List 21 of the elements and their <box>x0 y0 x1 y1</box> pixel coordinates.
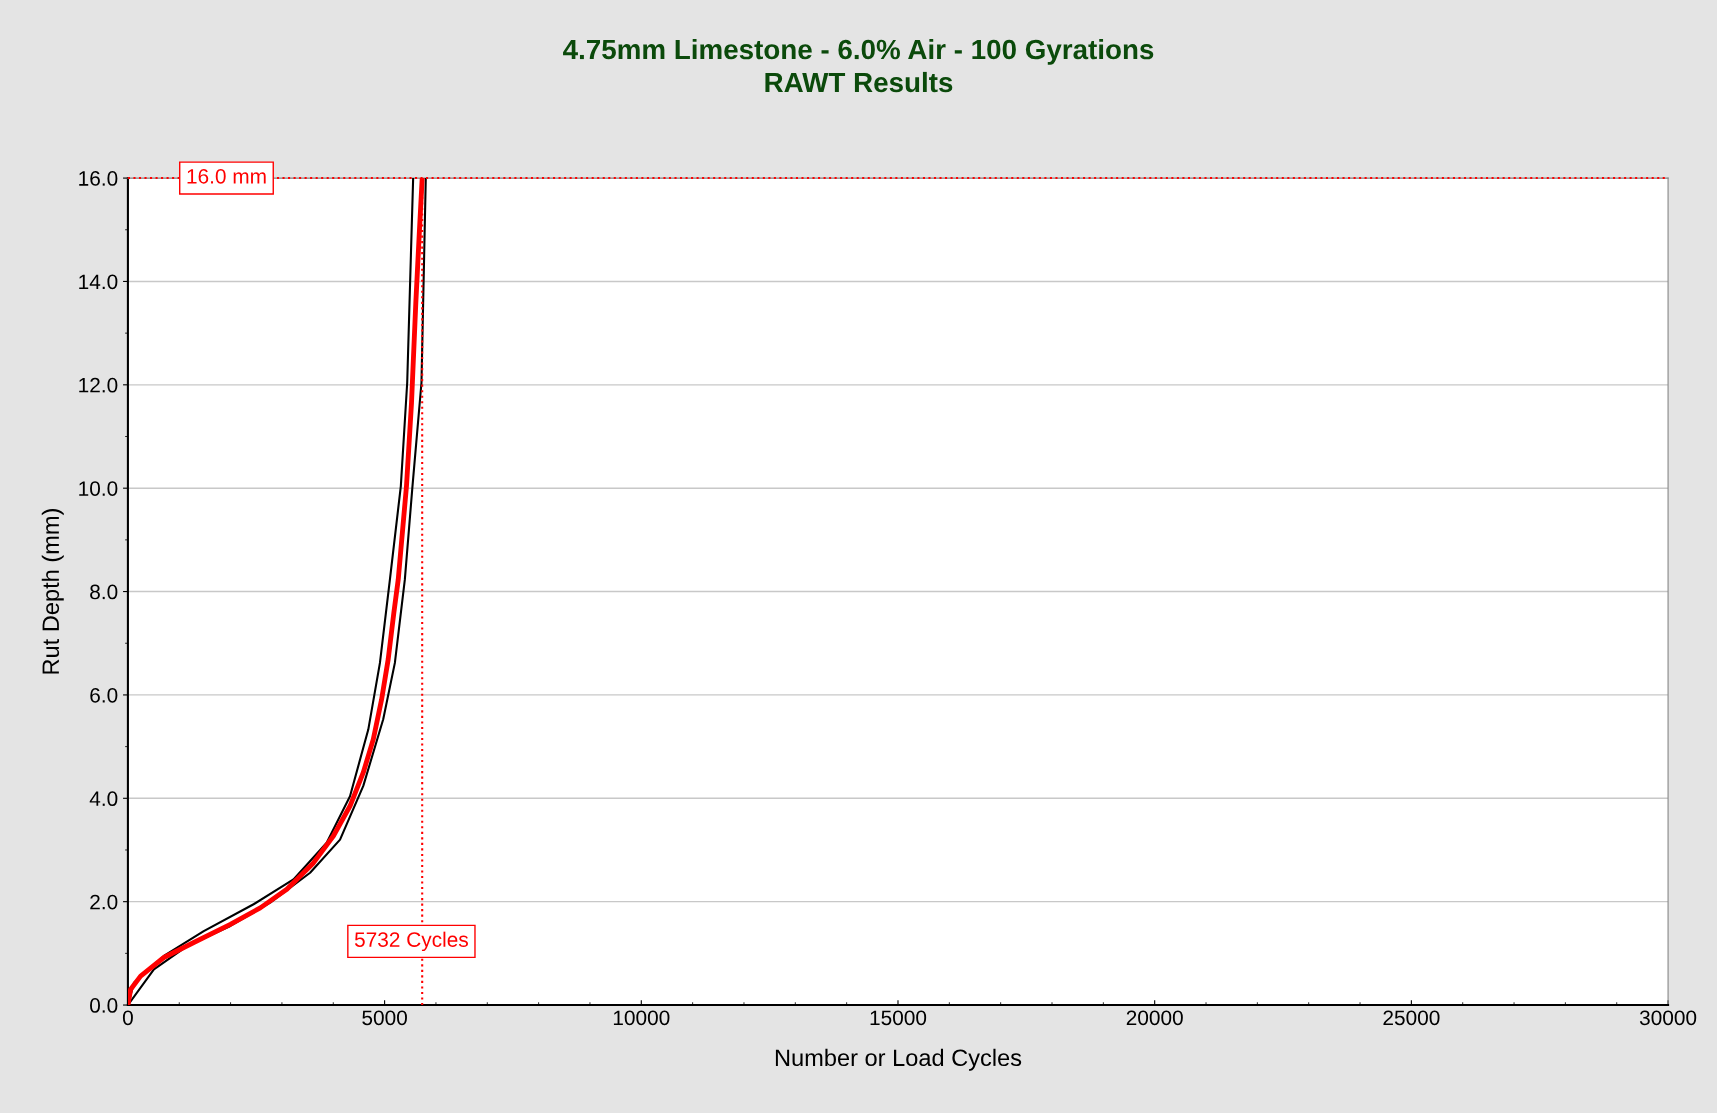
y-tick-label: 6.0 <box>90 687 118 703</box>
y-tick-label: 8.0 <box>90 584 118 600</box>
y-tick-label: 12.0 <box>79 377 118 393</box>
x-axis-title: Number or Load Cycles <box>775 1048 1022 1071</box>
y-axis-title: Rut Depth (mm) <box>41 509 64 674</box>
x-tick-label: 5000 <box>362 1010 407 1026</box>
chart-title: 4.75mm Limestone - 6.0% Air - 100 Gyrations RAWT Results <box>563 38 1154 93</box>
x-tick-label: 20000 <box>1126 1010 1183 1026</box>
ref-line-label: 5732 Cycles <box>354 931 468 952</box>
x-tick-label: 30000 <box>1639 1010 1697 1026</box>
y-tick-label: 4.0 <box>89 791 118 807</box>
x-tick-label: 25000 <box>1383 1010 1440 1026</box>
x-tick-label: 10000 <box>613 1010 670 1026</box>
y-tick-label: 14.0 <box>79 274 118 290</box>
x-tick-label: 0 <box>122 1010 133 1026</box>
ref-line-label: 16.0 mm <box>187 168 266 184</box>
x-tick-label: 15000 <box>870 1010 927 1026</box>
y-tick-label: 0.0 <box>90 998 118 1013</box>
y-tick-label: 10.0 <box>79 481 118 496</box>
y-tick-label: 2.0 <box>90 894 118 910</box>
y-tick-label: 16.0 <box>79 171 118 186</box>
